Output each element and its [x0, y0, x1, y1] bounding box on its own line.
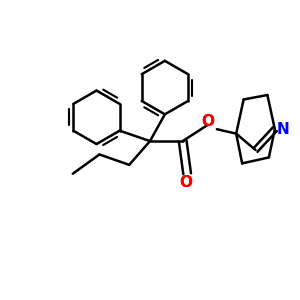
Text: O: O	[202, 114, 214, 129]
Text: N: N	[277, 122, 290, 137]
Text: O: O	[179, 175, 192, 190]
Text: O: O	[202, 114, 214, 129]
Text: O: O	[179, 175, 192, 190]
